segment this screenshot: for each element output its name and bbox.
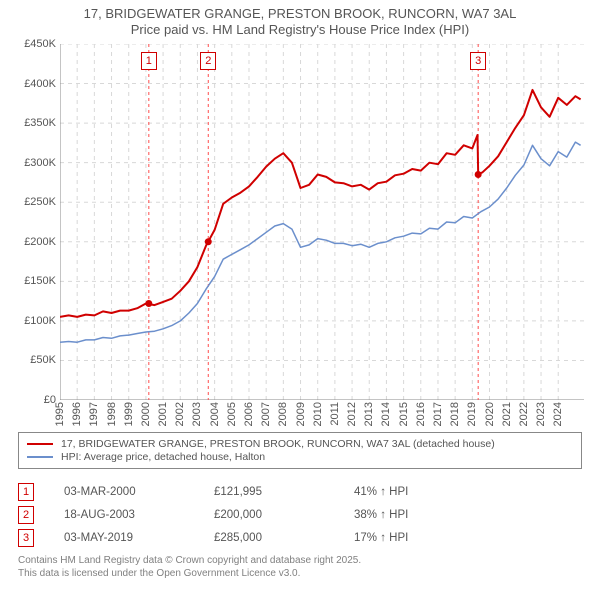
chart-area: £0£50K£100K£150K£200K£250K£300K£350K£400… [18, 44, 584, 422]
x-tick-label: 2016 [415, 402, 427, 426]
chart-marker-2: 2 [200, 52, 216, 70]
chart-svg [60, 44, 584, 400]
event-date-1: 03-MAR-2000 [64, 486, 214, 498]
event-hpi-3: 17% ↑ HPI [354, 532, 408, 544]
x-tick-label: 2003 [191, 402, 203, 426]
x-tick-label: 2009 [295, 402, 307, 426]
x-axis: 1995199619971998199920002001200220032004… [60, 402, 584, 426]
legend: 17, BRIDGEWATER GRANGE, PRESTON BROOK, R… [18, 432, 582, 469]
event-box-2: 2 [18, 506, 34, 524]
legend-swatch-property [27, 443, 53, 445]
title-line-2: Price paid vs. HM Land Registry's House … [0, 22, 600, 38]
legend-label-property: 17, BRIDGEWATER GRANGE, PRESTON BROOK, R… [61, 438, 495, 450]
event-date-3: 03-MAY-2019 [64, 532, 214, 544]
x-tick-label: 1999 [123, 402, 135, 426]
y-tick-label: £100K [0, 315, 56, 327]
legend-row-hpi: HPI: Average price, detached house, Halt… [27, 451, 573, 463]
x-tick-label: 2014 [380, 402, 392, 426]
legend-row-property: 17, BRIDGEWATER GRANGE, PRESTON BROOK, R… [27, 438, 573, 450]
attribution-line-2: This data is licensed under the Open Gov… [18, 568, 582, 581]
y-tick-label: £150K [0, 275, 56, 287]
chart-marker-1: 1 [141, 52, 157, 70]
y-tick-label: £0 [0, 394, 56, 406]
event-hpi-1: 41% ↑ HPI [354, 486, 408, 498]
attribution-line-1: Contains HM Land Registry data © Crown c… [18, 555, 582, 568]
event-row-1: 1 03-MAR-2000 £121,995 41% ↑ HPI [18, 483, 582, 501]
x-tick-label: 2010 [312, 402, 324, 426]
event-date-2: 18-AUG-2003 [64, 509, 214, 521]
x-tick-label: 2024 [552, 402, 564, 426]
legend-swatch-hpi [27, 456, 53, 458]
x-tick-label: 2004 [209, 402, 221, 426]
event-row-3: 3 03-MAY-2019 £285,000 17% ↑ HPI [18, 529, 582, 547]
y-tick-label: £350K [0, 117, 56, 129]
legend-label-hpi: HPI: Average price, detached house, Halt… [61, 451, 265, 463]
event-box-1: 1 [18, 483, 34, 501]
x-tick-label: 2012 [346, 402, 358, 426]
event-hpi-2: 38% ↑ HPI [354, 509, 408, 521]
title-line-1: 17, BRIDGEWATER GRANGE, PRESTON BROOK, R… [0, 6, 600, 22]
x-tick-label: 2018 [449, 402, 461, 426]
x-tick-label: 2002 [174, 402, 186, 426]
event-row-2: 2 18-AUG-2003 £200,000 38% ↑ HPI [18, 506, 582, 524]
y-tick-label: £450K [0, 38, 56, 50]
x-tick-label: 2022 [518, 402, 530, 426]
x-tick-label: 2021 [501, 402, 513, 426]
x-tick-label: 2001 [157, 402, 169, 426]
x-tick-label: 2000 [140, 402, 152, 426]
x-tick-label: 1995 [54, 402, 66, 426]
event-price-3: £285,000 [214, 532, 354, 544]
x-tick-label: 2006 [243, 402, 255, 426]
x-tick-label: 2013 [363, 402, 375, 426]
attribution: Contains HM Land Registry data © Crown c… [18, 555, 582, 580]
x-tick-label: 1998 [106, 402, 118, 426]
x-tick-label: 2008 [277, 402, 289, 426]
x-tick-label: 2015 [398, 402, 410, 426]
event-box-3: 3 [18, 529, 34, 547]
event-price-2: £200,000 [214, 509, 354, 521]
x-tick-label: 2023 [535, 402, 547, 426]
y-axis: £0£50K£100K£150K£200K£250K£300K£350K£400… [0, 44, 56, 400]
x-tick-label: 2019 [466, 402, 478, 426]
chart-marker-3: 3 [470, 52, 486, 70]
y-tick-label: £200K [0, 236, 56, 248]
x-tick-label: 2005 [226, 402, 238, 426]
x-tick-label: 2020 [484, 402, 496, 426]
y-tick-label: £300K [0, 157, 56, 169]
x-tick-label: 1996 [71, 402, 83, 426]
x-tick-label: 1997 [88, 402, 100, 426]
x-tick-label: 2007 [260, 402, 272, 426]
y-tick-label: £400K [0, 78, 56, 90]
chart-title: 17, BRIDGEWATER GRANGE, PRESTON BROOK, R… [0, 0, 600, 39]
x-tick-label: 2011 [329, 402, 341, 426]
y-tick-label: £250K [0, 196, 56, 208]
event-price-1: £121,995 [214, 486, 354, 498]
sale-events: 1 03-MAR-2000 £121,995 41% ↑ HPI 2 18-AU… [18, 478, 582, 552]
x-tick-label: 2017 [432, 402, 444, 426]
plot-area: 1 2 3 [60, 44, 584, 400]
y-tick-label: £50K [0, 354, 56, 366]
